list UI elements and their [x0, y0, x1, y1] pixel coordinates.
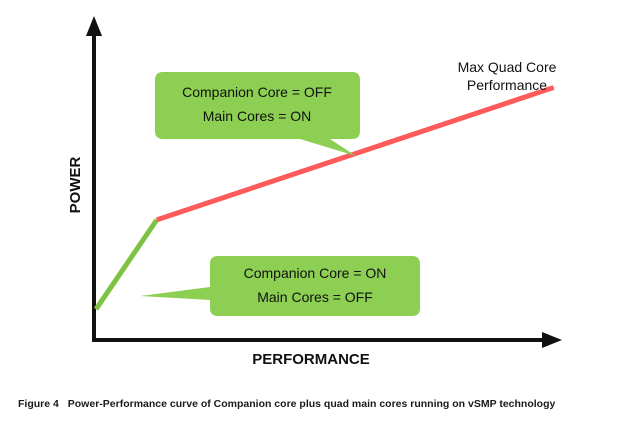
callout-companion-on-line2: Main Cores = OFF: [257, 289, 373, 305]
figure-caption-number: Figure 4: [18, 398, 59, 410]
y-axis-arrow: [86, 16, 102, 36]
figure-caption: Figure 4 Power-Performance curve of Comp…: [18, 398, 555, 410]
x-axis-arrow: [542, 332, 562, 348]
max-quad-core-label-line2: Performance: [467, 77, 547, 93]
callout-companion-off: Companion Core = OFF Main Cores = ON: [155, 72, 360, 156]
main-cores-line: [155, 85, 555, 223]
figure-caption-text: Power-Performance curve of Companion cor…: [67, 398, 556, 410]
power-performance-chart: POWER PERFORMANCE Companion Core = OFF M…: [67, 16, 562, 368]
callout-companion-on-bubble: [140, 256, 420, 316]
callout-companion-on-line1: Companion Core = ON: [244, 265, 387, 281]
callout-companion-on: Companion Core = ON Main Cores = OFF: [140, 256, 420, 316]
companion-core-line: [93, 218, 159, 311]
max-quad-core-label-line1: Max Quad Core: [458, 59, 557, 75]
y-axis-label: POWER: [67, 157, 84, 214]
callout-companion-off-line1: Companion Core = OFF: [182, 84, 332, 100]
x-axis-label: PERFORMANCE: [252, 351, 370, 368]
callout-companion-off-line2: Main Cores = ON: [203, 108, 312, 124]
callout-companion-off-bubble: [155, 72, 360, 156]
